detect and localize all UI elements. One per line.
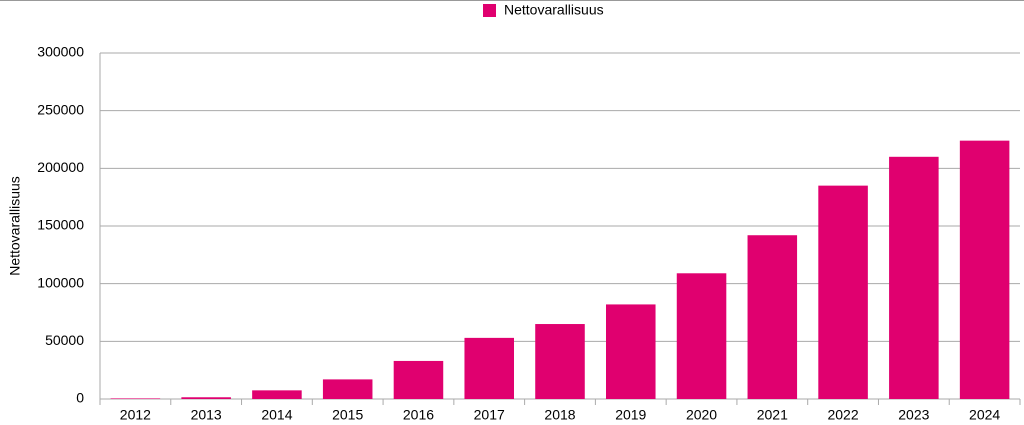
- x-tick-label: 2016: [403, 407, 434, 423]
- bar: [606, 304, 656, 399]
- y-tick-label: 0: [76, 390, 84, 406]
- x-tick-label: 2018: [544, 407, 575, 423]
- bar: [959, 140, 1010, 400]
- bar: [181, 397, 231, 399]
- bar: [252, 390, 302, 399]
- bar: [747, 235, 798, 399]
- y-tick-label: 300000: [37, 44, 84, 60]
- y-tick-label: 50000: [45, 332, 84, 348]
- y-tick-label: 100000: [37, 274, 84, 290]
- bar: [110, 398, 161, 399]
- bar: [322, 379, 373, 399]
- x-tick-label: 2019: [615, 407, 646, 423]
- y-tick-label: 250000: [37, 101, 84, 117]
- x-tick-label: 2017: [474, 407, 505, 423]
- legend-swatch: [483, 4, 496, 17]
- x-tick-label: 2013: [191, 407, 222, 423]
- bar: [676, 273, 727, 399]
- x-tick-label: 2014: [261, 407, 292, 423]
- y-tick-label: 150000: [37, 217, 84, 233]
- bar: [818, 185, 868, 399]
- bar: [393, 360, 444, 399]
- x-tick-label: 2024: [969, 407, 1000, 423]
- x-tick-label: 2022: [827, 407, 858, 423]
- bar: [535, 324, 585, 399]
- y-tick-label: 200000: [37, 159, 84, 175]
- bar: [889, 156, 939, 399]
- y-axis-label: Nettovarallisuus: [7, 176, 23, 276]
- legend-label: Nettovarallisuus: [504, 2, 604, 18]
- x-tick-label: 2015: [332, 407, 363, 423]
- x-tick-label: 2021: [757, 407, 788, 423]
- x-tick-label: 2012: [120, 407, 151, 423]
- x-tick-label: 2023: [898, 407, 929, 423]
- x-tick-label: 2020: [686, 407, 717, 423]
- bar: [464, 337, 514, 399]
